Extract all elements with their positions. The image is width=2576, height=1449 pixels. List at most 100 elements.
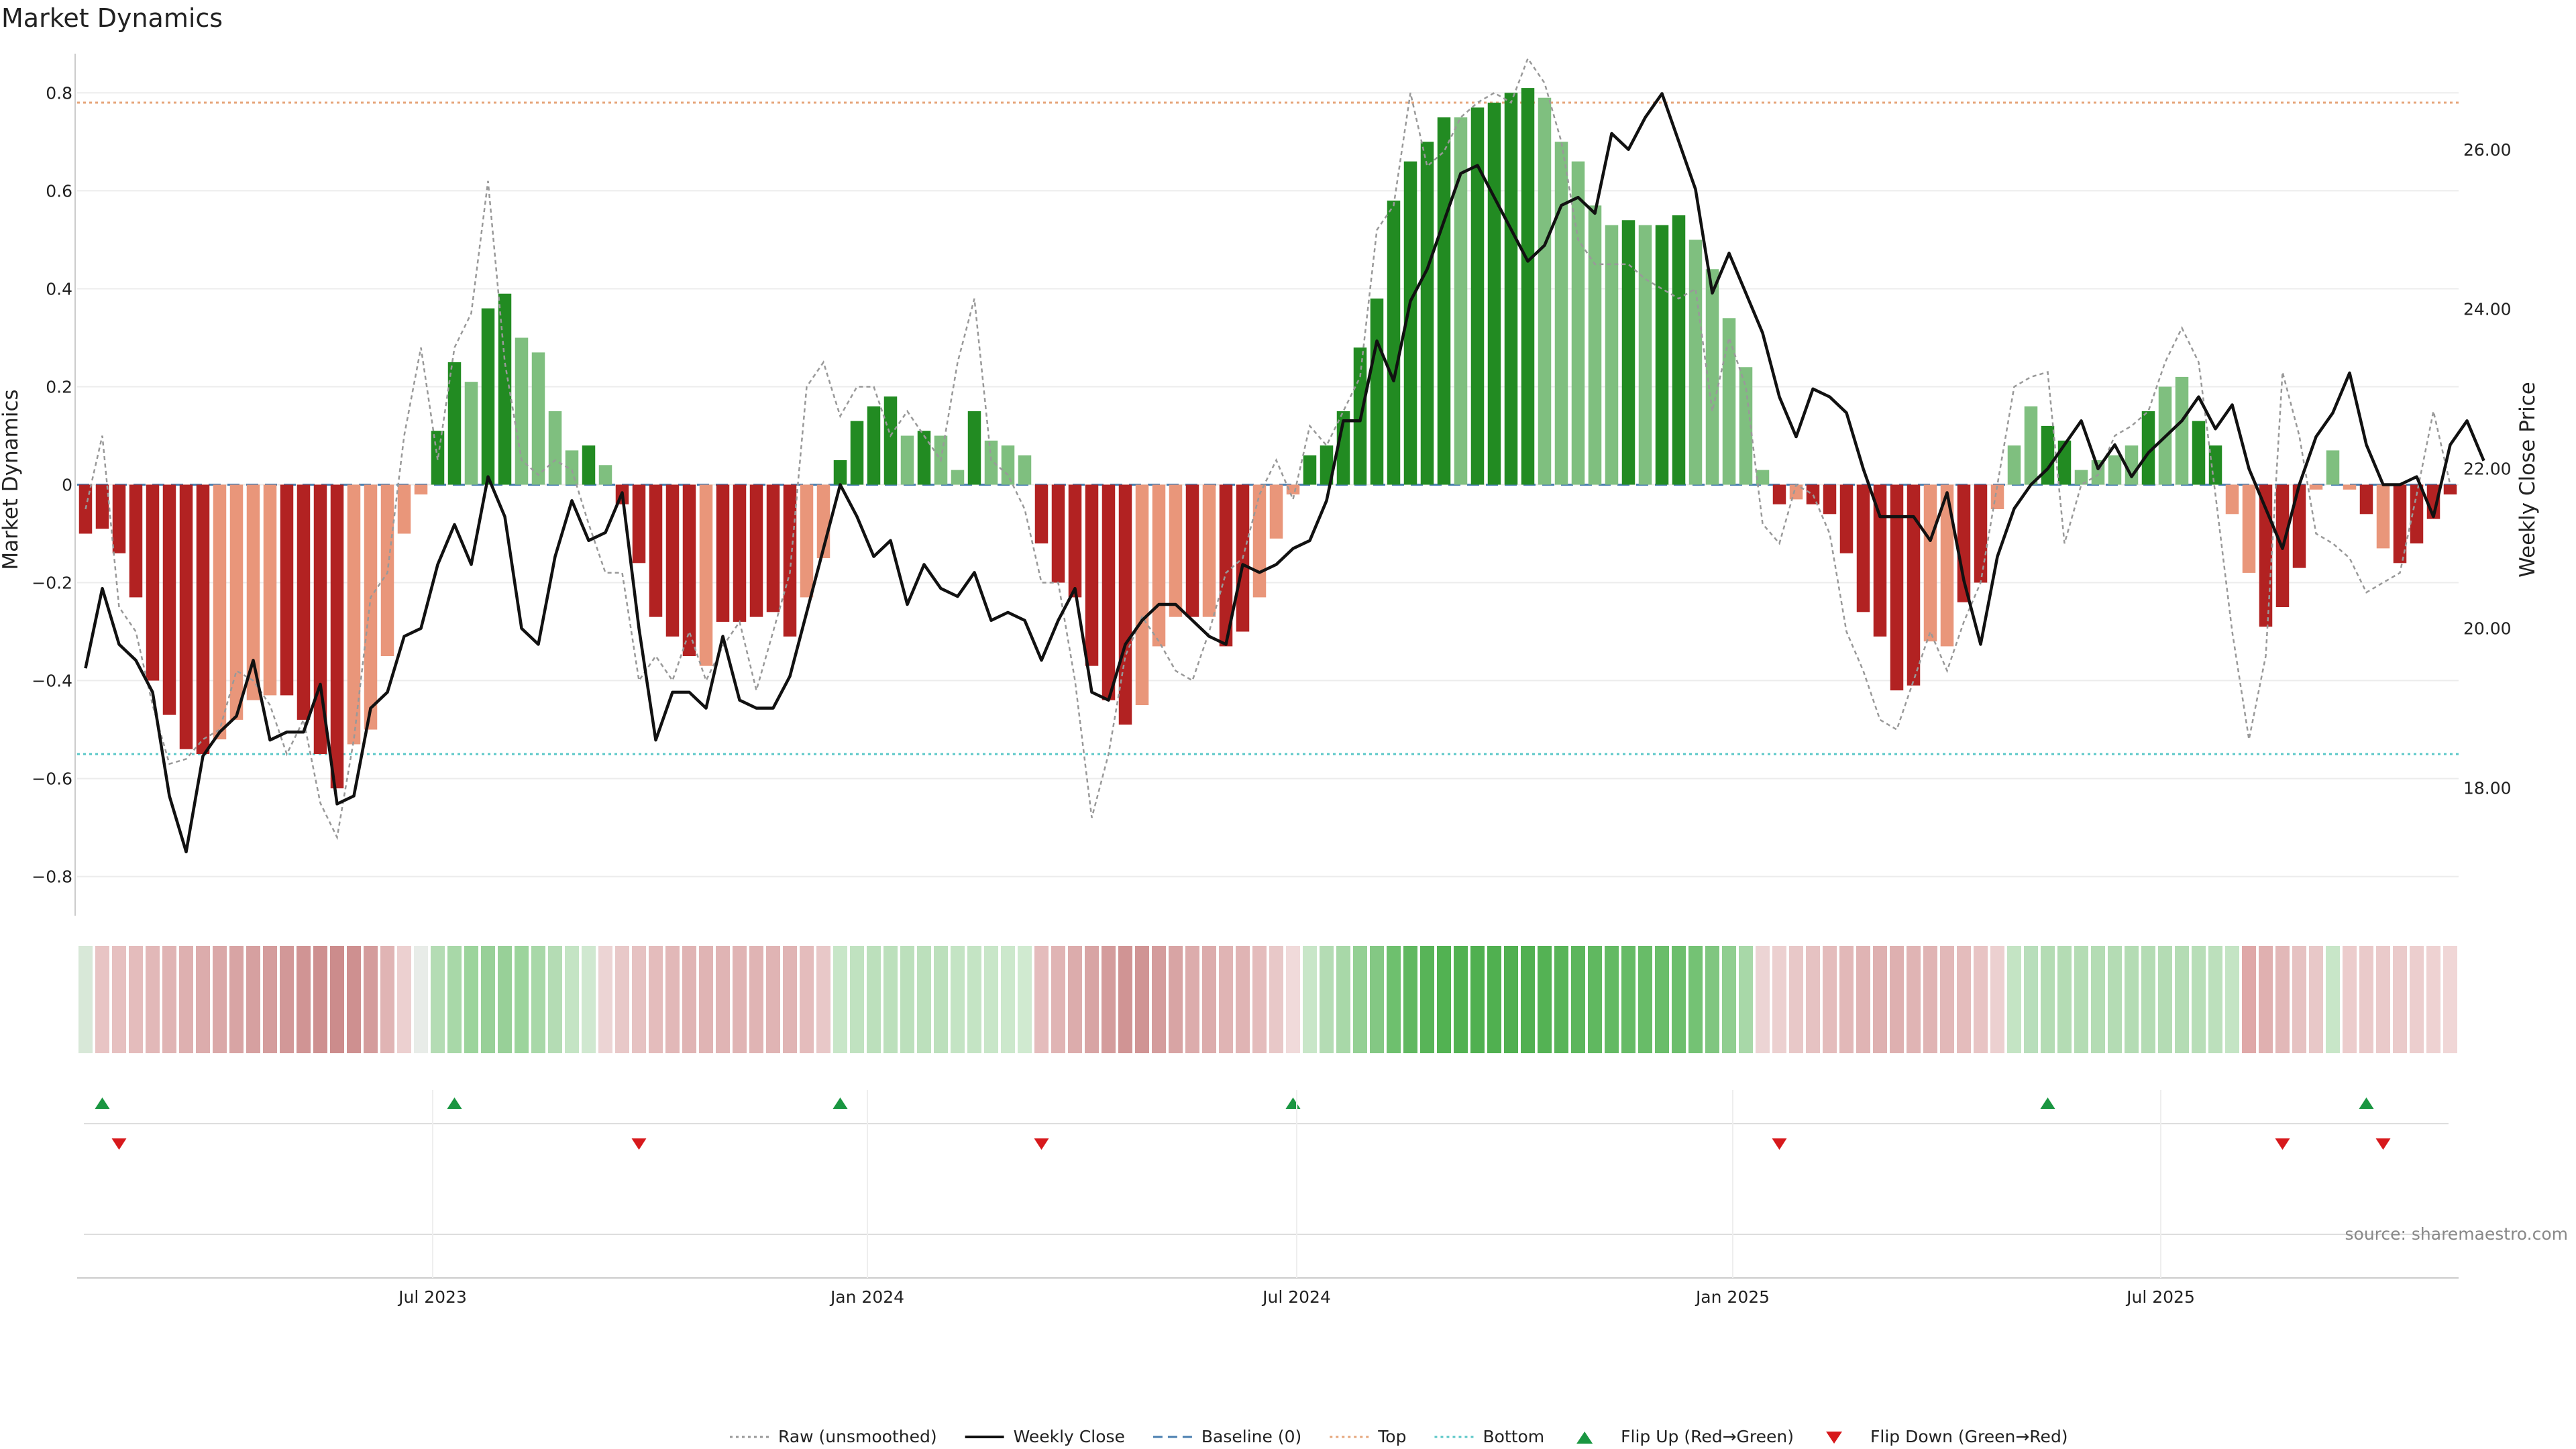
bar <box>1118 484 1132 725</box>
strip-cell <box>1722 946 1736 1053</box>
strip-cell <box>716 946 730 1053</box>
strip-cell <box>2326 946 2340 1053</box>
bar <box>582 445 596 485</box>
bar <box>665 484 680 637</box>
strip-cell <box>112 946 126 1053</box>
strip-cell <box>229 946 244 1053</box>
bar <box>1001 445 1015 485</box>
strip-cell <box>1437 946 1451 1053</box>
strip-cell <box>1102 946 1116 1053</box>
strip-cell <box>1923 946 1937 1053</box>
bar <box>2041 425 2055 485</box>
strip-cell <box>2225 946 2239 1053</box>
bar <box>1739 367 1753 485</box>
bar <box>1437 117 1451 485</box>
strip-cell <box>414 946 428 1053</box>
source-note: source: sharemaestro.com <box>2345 1224 2569 1244</box>
legend: Raw (unsmoothed) Weekly Close Baseline (0)… <box>730 1427 2068 1446</box>
strip-cell <box>1219 946 1233 1053</box>
bar <box>531 352 545 485</box>
strip-cell <box>1370 946 1384 1053</box>
legend-marker <box>1826 1432 1843 1444</box>
bar <box>733 484 747 622</box>
bar <box>2225 484 2239 515</box>
bar <box>984 440 998 485</box>
reference-lines <box>77 101 2459 755</box>
bar <box>1403 161 1417 485</box>
x-tick-label: Jul 2024 <box>1261 1287 1331 1307</box>
y-tick-label: −0.4 <box>32 672 72 691</box>
strip-cell <box>1001 946 1015 1053</box>
axes: −0.8 −0.6 −0.4 −0.2 0 0.2 0.4 0.6 0.8 18.00 20.00 2… <box>32 54 2512 916</box>
strip-cell <box>2292 946 2306 1053</box>
bar <box>900 435 914 485</box>
bar <box>481 308 495 485</box>
bar <box>1252 484 1267 598</box>
strip-cell <box>1571 946 1585 1053</box>
strip-cell <box>800 946 814 1053</box>
bar <box>2309 484 2323 490</box>
bar <box>1420 142 1434 485</box>
x-tick-label: Jan 2025 <box>1695 1287 1770 1307</box>
bar <box>1521 88 1535 485</box>
bar <box>1470 107 1485 485</box>
strip-cell <box>1420 946 1434 1053</box>
strip-cell <box>665 946 680 1053</box>
bar <box>749 484 763 617</box>
bar <box>1068 484 1082 598</box>
strip-cell <box>2309 946 2323 1053</box>
flip-up-marker <box>95 1097 110 1109</box>
strip-cell <box>397 946 411 1053</box>
bar <box>1605 225 1619 485</box>
bar <box>716 484 730 622</box>
bar <box>1387 201 1401 485</box>
strip-cell <box>1957 946 1971 1053</box>
y-tick-label: 0.2 <box>46 377 72 396</box>
raw-line <box>85 56 2451 841</box>
bar <box>280 484 294 696</box>
x-tick-label: Jan 2024 <box>829 1287 904 1307</box>
strip-cell <box>213 946 227 1053</box>
flip-up-marker <box>2359 1097 2374 1109</box>
bar <box>179 484 193 749</box>
bar <box>1269 484 1283 539</box>
strip-cell <box>934 946 948 1053</box>
bar <box>2326 450 2340 485</box>
strip-cell <box>2125 946 2139 1053</box>
bar <box>2074 470 2088 485</box>
bar <box>1169 484 1183 617</box>
bar <box>2125 445 2139 485</box>
bar <box>766 484 780 612</box>
strip-cell <box>883 946 898 1053</box>
strip-cell <box>330 946 344 1053</box>
bar <box>1705 269 1719 485</box>
bar <box>1454 117 1468 485</box>
y2-axis-title: Weekly Close Price <box>2516 382 2540 578</box>
strip-cell <box>447 946 462 1053</box>
bar <box>2024 406 2038 485</box>
y-tick-label: −0.8 <box>32 867 72 887</box>
strip-cell <box>1403 946 1417 1053</box>
strip-cell <box>1152 946 1166 1053</box>
bar <box>917 431 931 485</box>
bar <box>2292 484 2306 568</box>
legend-marker <box>1576 1432 1593 1444</box>
strip-cell <box>1320 946 1334 1053</box>
legend-item: Raw (unsmoothed) <box>730 1427 937 1446</box>
bar <box>1621 220 1635 485</box>
strip-cell <box>179 946 193 1053</box>
strip-cell <box>1772 946 1786 1053</box>
strip-cell <box>464 946 478 1053</box>
bar <box>951 470 965 485</box>
strip-cell <box>582 946 596 1053</box>
bar <box>1722 318 1736 485</box>
strip-cell <box>850 946 864 1053</box>
bar <box>1085 484 1099 666</box>
strip-cell <box>280 946 294 1053</box>
y-tick-label: 0.4 <box>46 279 72 299</box>
bar <box>2108 455 2122 485</box>
strip-cell <box>347 946 361 1053</box>
bar <box>464 382 478 485</box>
bar <box>548 411 562 485</box>
bar <box>95 484 109 529</box>
